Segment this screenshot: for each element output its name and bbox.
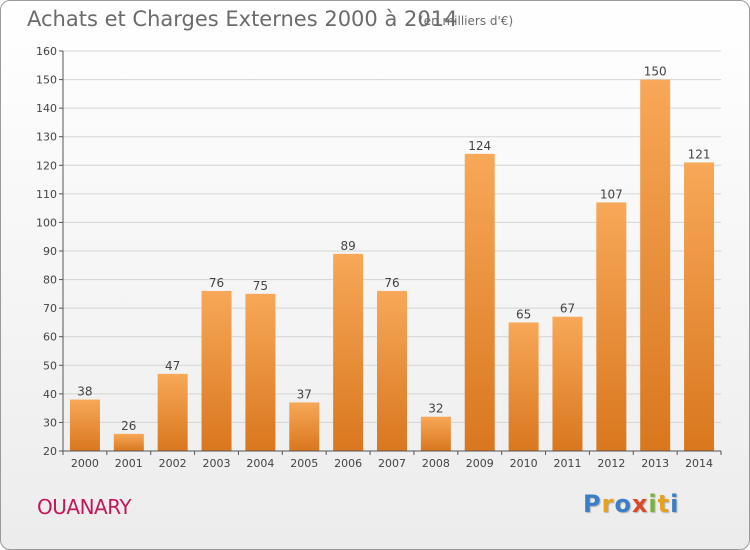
x-tick-label: 2007 [378,457,406,470]
bar-2013 [640,79,671,452]
bar-2007 [377,291,407,451]
bar-value-label: 76 [209,276,224,290]
bar-value-label: 121 [688,147,711,161]
bar-2009 [464,153,495,451]
x-tick-label: 2004 [246,457,274,470]
y-tick-label: 110 [36,188,57,201]
x-tick-label: 2002 [159,457,187,470]
bar-2000 [69,399,100,451]
bar-2010 [508,322,539,451]
axes: 20 30 40 50 60 70 80 90 100 110 120 130 140 150 160 200… [36,45,722,470]
logo-letter: i [648,490,658,518]
y-tick-label: 80 [43,274,57,287]
y-tick-label: 100 [36,216,57,229]
y-tick-label: 140 [36,102,57,115]
bar-value-label: 65 [516,307,531,321]
y-tick-label: 120 [36,159,57,172]
x-tick-label: 2013 [641,457,669,470]
y-tick-label: 90 [43,245,57,258]
x-tick-label: 2014 [685,457,713,470]
commune-name: OUANARY [37,495,132,519]
bar-2002 [157,373,188,451]
x-tick-label: 2011 [553,457,581,470]
bar-value-label: 89 [340,239,355,253]
bar-2001 [113,433,144,451]
x-tick-label: 2006 [334,457,362,470]
logo-letter: t [657,490,671,518]
y-tick-label: 20 [43,445,57,458]
bar-value-label: 32 [428,402,443,416]
bar-value-label: 107 [600,187,623,201]
x-tick-label: 2003 [203,457,231,470]
y-tick-label: 60 [43,331,57,344]
y-tick-label: 70 [43,302,57,315]
y-tick-label: 40 [43,388,57,401]
y-tick-label: 30 [43,416,57,429]
y-tick-label: 130 [36,131,57,144]
x-tick-label: 2009 [466,457,494,470]
bar-value-label: 26 [121,419,136,433]
chart-title: Achats et Charges Externes 2000 à 2014 [27,7,458,31]
y-tick-label: 50 [43,359,57,372]
bar-value-label: 47 [165,359,180,373]
x-tick-label: 2001 [115,457,143,470]
bar-value-label: 38 [77,385,92,399]
logo-letter: r [601,490,615,518]
bar-value-label: 150 [644,65,667,79]
bar-2004 [245,293,276,451]
bar-2006 [333,253,364,451]
bar-value-label: 124 [468,139,491,153]
bar-value-label: 75 [253,279,268,293]
bar-2011 [552,316,583,451]
bar-2005 [289,402,320,451]
x-tick-label: 2000 [71,457,99,470]
bar-2012 [596,202,627,451]
bar-value-label: 67 [560,302,575,316]
logo-letter: x [631,490,649,518]
bar-2014 [684,162,715,451]
y-tick-label: 160 [36,45,57,58]
chart-subtitle: (en milliers d'€) [419,14,514,28]
bar-value-label: 37 [297,387,312,401]
x-tick-label: 2012 [597,457,625,470]
y-tick-label: 150 [36,74,57,87]
bar-2003 [201,291,232,451]
proxiti-logo[interactable]: Proxiti [583,490,679,518]
bars: 38 26 47 76 75 37 89 76 32 124 65 67 107 150 121 [69,65,715,452]
logo-letter: o [614,490,632,518]
bar-value-label: 76 [384,276,399,290]
bar-2008 [420,416,451,451]
x-tick-label: 2010 [510,457,538,470]
logo-letter: i [670,490,680,518]
x-tick-label: 2008 [422,457,450,470]
x-tick-label: 2005 [290,457,318,470]
logo-letter: P [583,490,602,518]
